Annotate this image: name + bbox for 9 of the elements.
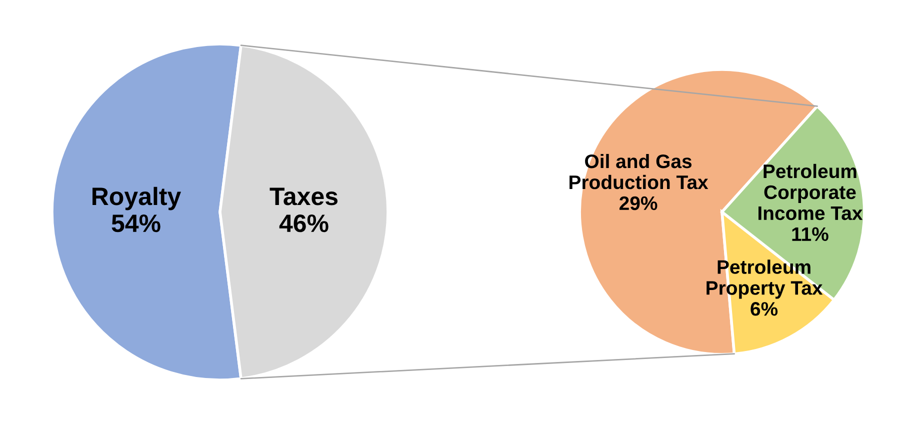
slice-label: Royalty	[92, 186, 182, 210]
slice-label: Taxes	[270, 188, 338, 206]
data-label: 6%	[750, 302, 778, 316]
data-label: 29%	[620, 196, 658, 210]
data-label: 54%	[112, 214, 160, 232]
slice-label: Oil and Gas Production Tax	[570, 154, 708, 190]
slice-label: Petroleum Corporate Income Tax	[758, 164, 863, 220]
data-label: 46%	[279, 214, 328, 232]
data-label: 11%	[792, 227, 828, 241]
